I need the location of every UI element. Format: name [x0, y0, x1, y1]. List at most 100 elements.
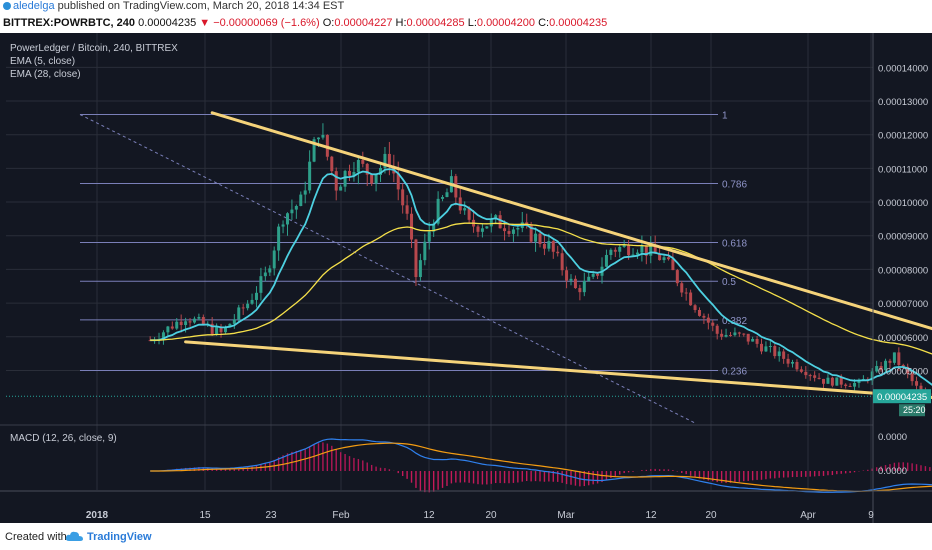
candle-body-90: [547, 241, 551, 249]
candle-body-54: [387, 153, 391, 167]
candle-body-93: [560, 253, 564, 271]
candle-body-170: [901, 364, 905, 367]
candle-body-118: [671, 259, 675, 271]
candle-body-89: [542, 243, 546, 249]
time-tick-2: 23: [265, 510, 277, 521]
candle-body-111: [640, 245, 644, 253]
candle-body-144: [786, 358, 790, 364]
candle-body-33: [294, 206, 298, 210]
candle-body-6: [175, 321, 179, 329]
candle-body-129: [720, 333, 724, 337]
chart-area[interactable]: 1 0.786 0.618 0.5 0.382 0.236 0.00014000 0.000…: [0, 33, 932, 523]
candle-body-65: [436, 198, 440, 224]
time-tick-8: 20: [705, 510, 717, 521]
ema-lines: [150, 168, 932, 386]
candle-body-28: [272, 250, 276, 269]
candle-body-59: [410, 213, 414, 240]
candle-body-4: [166, 326, 170, 333]
candle-body-38: [317, 137, 320, 140]
low-value: 0.00004200: [476, 17, 536, 29]
candle-body-56: [396, 173, 400, 190]
candle-body-169: [897, 352, 901, 365]
candle-body-37: [312, 139, 316, 162]
candle-body-138: [760, 343, 763, 352]
tradingview-link[interactable]: TradingView: [87, 531, 152, 543]
candle-body-83: [516, 228, 520, 230]
candle-body-174: [919, 385, 923, 393]
candle-body-166: [884, 360, 888, 371]
candle-body-77: [489, 218, 493, 227]
macd-tick-1: 0.0000: [878, 466, 907, 477]
fibonacci-retracement[interactable]: 1 0.786 0.618 0.5 0.382 0.236: [79, 110, 747, 424]
last-price-tag-bg: [873, 389, 931, 404]
candle-body-12: [201, 317, 205, 325]
price-tick-5: 0.00009000: [878, 232, 928, 243]
candle-body-78: [494, 215, 498, 219]
candle-body-72: [467, 208, 471, 220]
candle-body-112: [644, 245, 648, 256]
candle-body-151: [817, 377, 821, 379]
candle-body-81: [507, 231, 511, 234]
candle-body-24: [254, 292, 258, 300]
candle-body-110: [635, 252, 639, 255]
candle-body-43: [339, 186, 343, 191]
candle-body-108: [627, 244, 631, 256]
high-label: H:: [395, 17, 407, 29]
candle-body-107: [622, 244, 626, 247]
candle-body-99: [587, 276, 591, 281]
candle-body-47: [356, 160, 360, 173]
candle-body-145: [791, 361, 795, 364]
candle-body-80: [503, 228, 507, 232]
candle-body-61: [418, 260, 422, 278]
candle-body-130: [724, 334, 728, 337]
candle-body-123: [693, 305, 697, 310]
time-tick-0: 2018: [86, 510, 109, 521]
published-text: published on TradingView.com, March 20, …: [57, 0, 345, 12]
candle-body-35: [303, 190, 307, 195]
candle-body-34: [299, 194, 303, 207]
trendline-0: [210, 111, 932, 331]
fib-level-label-5: 0.236: [722, 366, 747, 377]
time-tick-7: 12: [645, 510, 657, 521]
candle-body-17: [223, 326, 227, 333]
candle-body-152: [822, 378, 826, 384]
candle-body-140: [768, 346, 772, 348]
candle-body-148: [804, 371, 808, 376]
candle-body-5: [170, 326, 174, 329]
candle-body-104: [609, 249, 613, 255]
candle-body-103: [604, 254, 608, 267]
candle-body-114: [653, 244, 657, 254]
candle-body-156: [839, 377, 843, 385]
candle-body-41: [330, 156, 334, 172]
candle-body-52: [379, 167, 383, 175]
fib-level-label-2: 0.618: [722, 238, 747, 249]
publish-header: aledelga published on TradingView.com, M…: [0, 0, 932, 16]
candle-body-101: [596, 273, 600, 276]
candle-body-106: [618, 246, 622, 252]
candle-body-20: [237, 307, 241, 320]
macd-tick-0: 0.0000: [878, 432, 907, 443]
candle-body-164: [875, 366, 879, 372]
wedge-trendlines[interactable]: [6, 111, 932, 413]
low-label: L:: [467, 17, 477, 29]
candle-body-36: [308, 161, 312, 191]
candle-body-48: [361, 160, 365, 164]
candle-body-8: [184, 321, 188, 326]
legend-title: PowerLedger / Bitcoin, 240, BITTREX: [10, 43, 178, 54]
candle-body-96: [573, 278, 577, 289]
author-link[interactable]: aledelga: [13, 0, 55, 12]
candle-body-26: [263, 272, 267, 277]
candle-body-119: [675, 270, 679, 284]
candle-body-122: [689, 292, 693, 306]
candle-body-45: [348, 170, 352, 176]
price-change: ▼ −0.00000069 (−1.6%): [199, 17, 320, 29]
candle-body-67: [445, 192, 449, 198]
candle-body-21: [241, 307, 245, 309]
candle-body-158: [848, 385, 852, 387]
candle-body-157: [844, 384, 848, 386]
ema5-line: [150, 168, 932, 386]
candle-body-86: [529, 224, 533, 242]
candle-body-124: [697, 309, 701, 316]
candle-body-135: [746, 333, 750, 342]
